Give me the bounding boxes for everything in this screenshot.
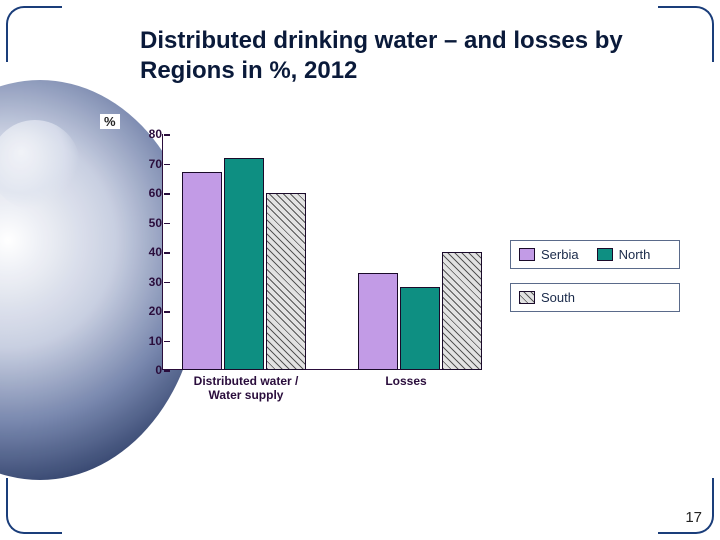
legend-label: South <box>541 290 575 305</box>
legend-swatch-serbia <box>519 248 535 261</box>
plot-area: 01020304050607080 Distributed water / Wa… <box>140 134 480 384</box>
bar-north <box>224 158 264 370</box>
y-tick-label: 60 <box>136 186 162 200</box>
corner-decoration <box>658 6 714 62</box>
legend-row: South <box>510 283 680 312</box>
bar-serbia <box>358 273 398 370</box>
legend-item-serbia: Serbia <box>519 247 579 262</box>
y-tick-label: 0 <box>136 363 162 377</box>
y-tick-label: 20 <box>136 304 162 318</box>
bar-south <box>442 252 482 370</box>
y-tick-label: 80 <box>136 127 162 141</box>
page-number: 17 <box>685 509 702 526</box>
x-category-label: Losses <box>346 374 466 388</box>
legend-item-south: South <box>519 290 575 305</box>
y-tick-label: 10 <box>136 334 162 348</box>
chart: % 01020304050607080 Distributed water / … <box>100 120 640 440</box>
legend-label: North <box>619 247 651 262</box>
y-axis-unit-label: % <box>100 114 120 129</box>
y-tick-label: 40 <box>136 245 162 259</box>
legend-swatch-north <box>597 248 613 261</box>
x-category-label: Distributed water / Water supply <box>176 374 316 403</box>
y-tick-label: 30 <box>136 275 162 289</box>
bar-south <box>266 193 306 370</box>
corner-decoration <box>6 478 62 534</box>
y-axis <box>162 134 163 370</box>
legend-item-north: North <box>597 247 651 262</box>
legend-swatch-south <box>519 291 535 304</box>
bar-north <box>400 287 440 370</box>
y-tick-label: 50 <box>136 216 162 230</box>
corner-decoration <box>6 6 62 62</box>
bar-serbia <box>182 172 222 370</box>
legend-label: Serbia <box>541 247 579 262</box>
legend: Serbia North South <box>510 240 680 326</box>
page-title: Distributed drinking water – and losses … <box>140 26 660 86</box>
slide: Distributed drinking water – and losses … <box>0 0 720 540</box>
y-tick-label: 70 <box>136 157 162 171</box>
legend-row: Serbia North <box>510 240 680 269</box>
